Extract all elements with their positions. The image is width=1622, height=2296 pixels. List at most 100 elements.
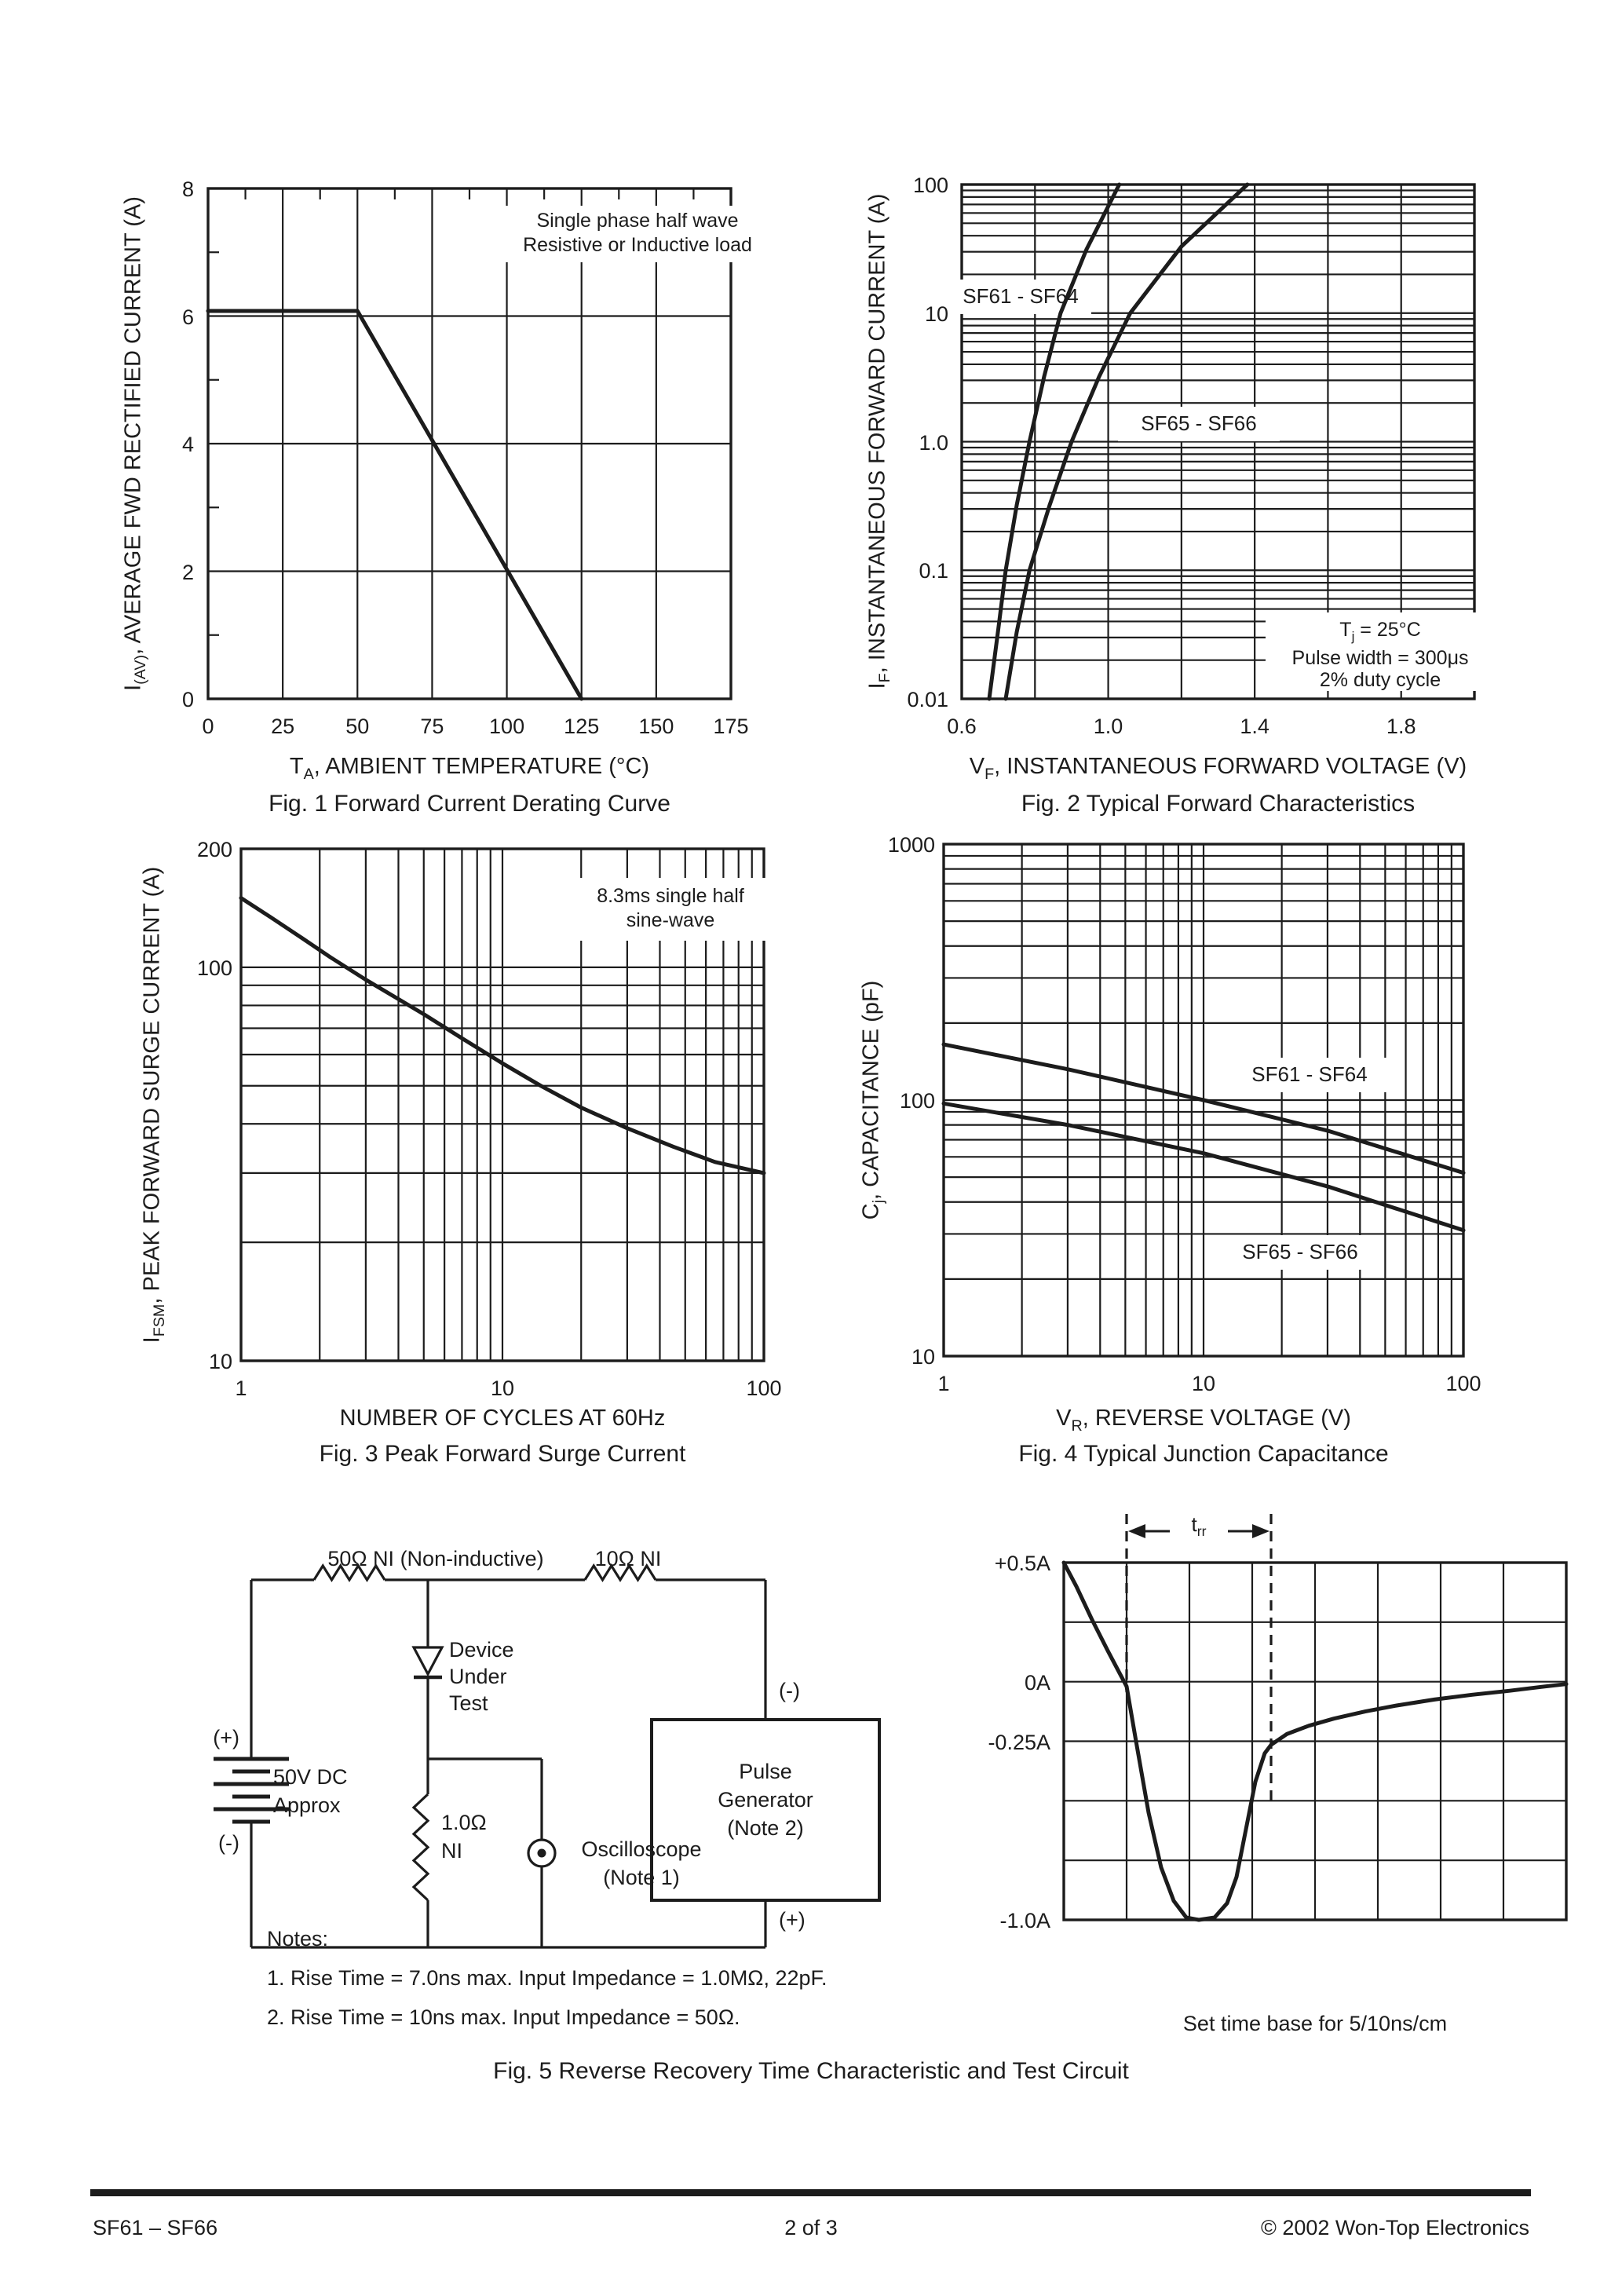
oscilloscope-icon-dot bbox=[537, 1848, 546, 1858]
fig4-x-tick-1: 1 bbox=[937, 1372, 950, 1395]
fig1-y-tick-0: 0 bbox=[181, 688, 194, 711]
fig1-x-tick-50: 50 bbox=[345, 715, 370, 738]
pulse-generator-plus-label: (+) bbox=[779, 1908, 806, 1932]
fig3-label-patch-0 bbox=[570, 878, 771, 941]
resistor-50ohm-label: 50Ω NI (Non-inductive) bbox=[327, 1547, 544, 1570]
fig1-y-tick-8: 8 bbox=[181, 177, 194, 201]
fig2-y-tick-100: 100 bbox=[912, 174, 948, 197]
waveform-frame bbox=[1062, 1561, 1568, 1921]
fig2-y-tick-1.0: 1.0 bbox=[919, 430, 948, 455]
fig1-x-tick-150: 150 bbox=[638, 715, 674, 738]
fig1-annotation: Single phase half wave Resistive or Indu… bbox=[523, 210, 752, 257]
fig2-label-patch-1 bbox=[1118, 407, 1280, 441]
fig2-note-line-1: Pulse width = 300μs bbox=[1291, 647, 1469, 669]
trr-arrowhead-left bbox=[1128, 1524, 1145, 1538]
fig4-x-tick-100: 100 bbox=[1445, 1372, 1481, 1395]
fig2-series-label-1: SF65 - SF66 bbox=[1141, 411, 1257, 435]
footer-copyright: © 2002 Won-Top Electronics bbox=[1260, 2216, 1529, 2239]
fig3-y-axis-label: IFSM, PEAK FORWARD SURGE CURRENT (A) bbox=[139, 866, 169, 1344]
fig2-caption: Fig. 2 Typical Forward Characteristics bbox=[1021, 791, 1416, 817]
waveform-y-tick--0.25A: -0.25A bbox=[988, 1730, 1050, 1754]
fig3-curve-surge-current bbox=[239, 896, 766, 1175]
fig2-y-tick-0.1: 0.1 bbox=[919, 559, 948, 583]
trr-label: trr bbox=[1170, 1512, 1228, 1541]
fig3-x-tick-100: 100 bbox=[746, 1377, 782, 1400]
fig3-caption: Fig. 3 Peak Forward Surge Current bbox=[319, 1441, 686, 1467]
fig4-series-label-0: SF61 - SF64 bbox=[1251, 1062, 1368, 1086]
fig2-x-tick-1.0: 1.0 bbox=[1093, 715, 1123, 738]
fig4-curve-SF65 - SF66 bbox=[941, 1101, 1466, 1233]
shunt-resistor-label: 1.0Ω NI bbox=[441, 1811, 487, 1863]
diode-symbol bbox=[411, 1646, 444, 1677]
fig2-curve-SF61 - SF64 bbox=[987, 182, 1122, 701]
fig1-y-tick-6: 6 bbox=[181, 305, 194, 329]
fig1-caption: Fig. 1 Forward Current Derating Curve bbox=[269, 791, 670, 817]
oscilloscope-label: Oscilloscope (Note 1) bbox=[581, 1837, 702, 1889]
fig4-y-tick-1000: 1000 bbox=[887, 833, 935, 857]
fig2-x-axis-label: VF, INSTANTANEOUS FORWARD VOLTAGE (V) bbox=[969, 754, 1467, 783]
fig2-note-line-0: Tj = 25°C bbox=[1339, 619, 1421, 644]
waveform-y-tick-+0.5A: +0.5A bbox=[994, 1552, 1050, 1575]
fig1-x-tick-75: 75 bbox=[420, 715, 444, 738]
fig2-y-tick-0.01: 0.01 bbox=[907, 688, 948, 711]
fig4-x-tick-10: 10 bbox=[1191, 1372, 1216, 1395]
footer-rule bbox=[90, 2189, 1531, 2196]
fig3-y-tick-200: 200 bbox=[196, 838, 232, 861]
battery-plus-label: (+) bbox=[213, 1726, 239, 1749]
battery-minus-label: (-) bbox=[218, 1831, 239, 1855]
fig4-x-axis-label: VR, REVERSE VOLTAGE (V) bbox=[1056, 1406, 1351, 1435]
device-under-test-label: Device Under Test bbox=[449, 1638, 514, 1716]
fig4-curve-SF61 - SF64 bbox=[941, 1042, 1466, 1175]
fig5-caption: Fig. 5 Reverse Recovery Time Characteris… bbox=[493, 2058, 1129, 2084]
waveform-y-tick--1.0A: -1.0A bbox=[999, 1909, 1050, 1932]
fig2-note-line-2: 2% duty cycle bbox=[1319, 669, 1441, 691]
fig3-plot-frame bbox=[239, 847, 765, 1362]
fig2-plot-frame bbox=[960, 183, 1476, 700]
pulse-generator-label: Pulse Generator (Note 2) bbox=[718, 1760, 813, 1841]
notes-title: Notes: bbox=[267, 1927, 329, 1951]
fig2-curve-SF65 - SF66 bbox=[1003, 182, 1250, 701]
fig2-series-label-0: SF61 - SF64 bbox=[963, 284, 1079, 308]
fig1-x-tick-25: 25 bbox=[271, 715, 295, 738]
pulse-generator-box bbox=[650, 1718, 881, 1902]
fig1-x-tick-175: 175 bbox=[713, 715, 749, 738]
fig1-y-tick-4: 4 bbox=[181, 433, 194, 456]
footer-part-number: SF61 – SF66 bbox=[93, 2216, 218, 2239]
fig4-y-tick-100: 100 bbox=[899, 1089, 935, 1113]
fig1-x-tick-0: 0 bbox=[202, 715, 214, 738]
fig2-x-tick-0.6: 0.6 bbox=[947, 715, 977, 738]
waveform-curve-recovery-waveform bbox=[1061, 1560, 1569, 1922]
waveform-y-tick-0A: 0A bbox=[1024, 1670, 1050, 1695]
fig4-label-patch-0 bbox=[1228, 1058, 1391, 1092]
fig4-label-patch-1 bbox=[1218, 1235, 1382, 1270]
fig1-x-axis-label: TA, AMBIENT TEMPERATURE (°C) bbox=[289, 754, 650, 783]
fig3-y-tick-10: 10 bbox=[208, 1350, 232, 1373]
fig1-x-tick-100: 100 bbox=[489, 715, 525, 738]
note-line-1: 1. Rise Time = 7.0ns max. Input Impedanc… bbox=[267, 1966, 827, 1990]
fig1-label-patch-0 bbox=[502, 206, 773, 262]
fig4-caption: Fig. 4 Typical Junction Capacitance bbox=[1018, 1441, 1389, 1467]
battery-voltage-label: 50V DC Approx bbox=[273, 1765, 348, 1817]
fig2-label-patch-2 bbox=[1266, 612, 1495, 691]
trr-arrowhead-right bbox=[1252, 1524, 1269, 1538]
fig1-curve-derating-curve bbox=[206, 309, 584, 701]
fig1-x-tick-125: 125 bbox=[564, 715, 600, 738]
fig3-x-axis-label: NUMBER OF CYCLES AT 60Hz bbox=[339, 1406, 666, 1431]
fig2-x-tick-1.8: 1.8 bbox=[1386, 715, 1416, 738]
resistor-zigzag bbox=[411, 1793, 430, 1902]
resistor-zigzag bbox=[312, 1563, 386, 1583]
fig4-y-tick-10: 10 bbox=[911, 1345, 935, 1369]
fig3-y-tick-100: 100 bbox=[196, 956, 232, 980]
fig3-annotation: 8.3ms single half sine-wave bbox=[597, 885, 744, 932]
footer-page-number: 2 of 3 bbox=[784, 2216, 838, 2239]
fig2-y-tick-10: 10 bbox=[924, 302, 948, 326]
fig1-y-tick-2: 2 bbox=[181, 560, 194, 584]
fig3-x-tick-1: 1 bbox=[235, 1377, 247, 1400]
resistor-zigzag bbox=[583, 1563, 657, 1583]
timebase-label: Set time base for 5/10ns/cm bbox=[1182, 2012, 1448, 2035]
fig2-x-tick-1.4: 1.4 bbox=[1240, 715, 1269, 738]
note-line-2: 2. Rise Time = 10ns max. Input Impedance… bbox=[267, 2005, 740, 2029]
fig4-series-label-1: SF65 - SF66 bbox=[1242, 1240, 1358, 1263]
